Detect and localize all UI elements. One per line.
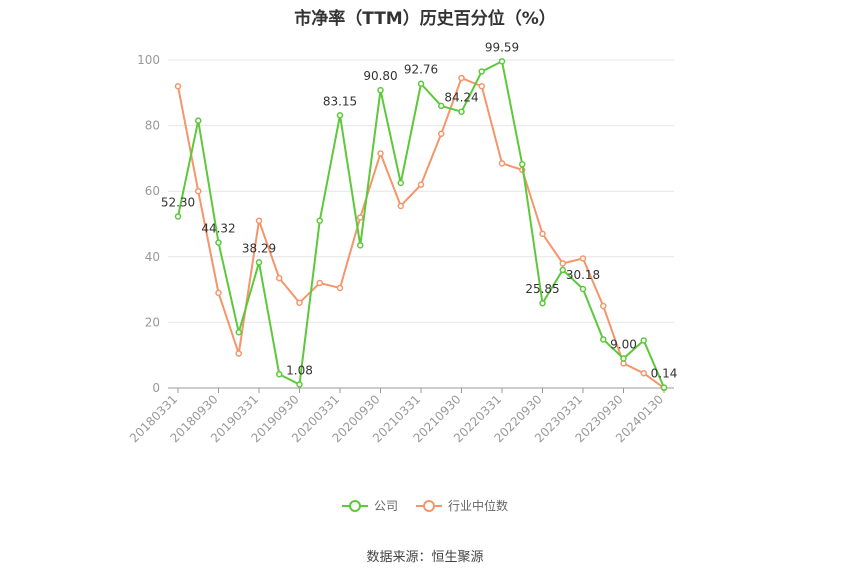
series-group [174, 58, 668, 392]
data-point-company [296, 381, 303, 388]
data-label: 92.76 [404, 63, 438, 77]
data-point-industry-median [397, 202, 404, 210]
data-point-company [660, 384, 668, 391]
y-axis: 0 20 40 60 80 100 [137, 53, 160, 395]
data-label: 84.24 [444, 91, 478, 105]
data-point-industry-median [579, 255, 587, 262]
source-note: 数据来源：恒生聚源 [366, 550, 484, 565]
y-tick-label: 20 [145, 315, 160, 329]
data-label: 9.00 [610, 337, 637, 351]
data-label: 0.14 [651, 367, 678, 381]
data-point-company [276, 370, 283, 378]
legend-item-industry-median[interactable]: 行业中位数 [416, 497, 508, 514]
data-label: 30.18 [566, 268, 600, 282]
data-point-industry-median [174, 82, 182, 90]
data-point-company [336, 112, 344, 119]
data-label: 99.59 [485, 40, 519, 54]
data-point-company [579, 285, 587, 293]
data-point-company [215, 239, 222, 246]
chart-title: 市净率（TTM）历史百分位（%） [294, 9, 556, 29]
data-point-company [417, 80, 425, 87]
data-point-industry-median [438, 130, 445, 138]
data-point-industry-median [559, 260, 566, 267]
data-label: 83.15 [323, 94, 357, 108]
y-tick-label: 60 [145, 184, 160, 198]
series-line-industry-median [177, 77, 665, 389]
data-point-company [357, 242, 364, 249]
y-tick-label: 80 [145, 119, 160, 133]
data-point-company [539, 299, 546, 307]
data-point-company [559, 266, 566, 274]
data-point-company [640, 337, 647, 344]
data-point-industry-median [195, 187, 202, 195]
data-point-company [519, 161, 526, 168]
y-tick-label: 100 [137, 53, 160, 67]
data-point-company [600, 336, 607, 343]
data-label: 52.30 [161, 195, 195, 209]
data-point-industry-median [357, 214, 364, 221]
data-point-industry-median [316, 279, 323, 287]
x-tick-labels: 2018033120180930201903312019093020200331… [127, 392, 666, 445]
data-label: 38.29 [242, 241, 276, 255]
y-tick-label: 40 [145, 250, 160, 264]
data-point-industry-median [336, 284, 344, 292]
data-point-industry-median [600, 302, 607, 310]
data-point-company [438, 102, 445, 110]
data-point-industry-median [377, 150, 384, 157]
data-point-company [377, 86, 384, 94]
data-point-industry-median [498, 160, 506, 167]
data-point-company [498, 58, 506, 65]
data-label: 1.08 [286, 363, 313, 377]
data-point-company [195, 117, 202, 124]
legend-company-label: 公司 [373, 499, 398, 513]
data-point-industry-median [417, 181, 425, 188]
data-label: 25.85 [525, 282, 559, 296]
legend-item-company[interactable]: 公司 [341, 497, 398, 514]
data-point-industry-median [539, 230, 546, 238]
data-point-company [478, 68, 485, 75]
data-point-industry-median [215, 289, 222, 297]
data-point-industry-median [478, 82, 485, 90]
data-point-industry-median [276, 274, 283, 282]
data-label: 44.32 [201, 222, 235, 236]
data-point-industry-median [235, 350, 242, 357]
data-point-company [458, 108, 465, 115]
legend: 公司 行业中位数 [0, 497, 850, 514]
data-point-company [174, 213, 182, 220]
data-point-industry-median [296, 299, 303, 306]
y-tick-label: 0 [152, 381, 160, 395]
data-point-company [316, 217, 323, 224]
data-point-industry-median [640, 369, 647, 377]
data-point-company [235, 328, 242, 336]
data-point-company [620, 355, 627, 362]
data-labels: 52.30 44.32 38.29 1.08 83.15 90.80 92.76 84.24 9… [161, 40, 678, 380]
legend-company-marker-icon [341, 499, 368, 513]
legend-industry-label: 行业中位数 [448, 499, 509, 513]
grid-lines [168, 59, 674, 323]
series-line-company [177, 60, 665, 388]
legend-industry-marker-icon [416, 499, 442, 513]
data-point-industry-median [255, 217, 263, 224]
data-point-company [255, 259, 263, 266]
data-label: 90.80 [363, 69, 397, 83]
data-point-company [397, 179, 404, 187]
data-point-industry-median [458, 74, 465, 82]
x-axis [168, 387, 674, 393]
